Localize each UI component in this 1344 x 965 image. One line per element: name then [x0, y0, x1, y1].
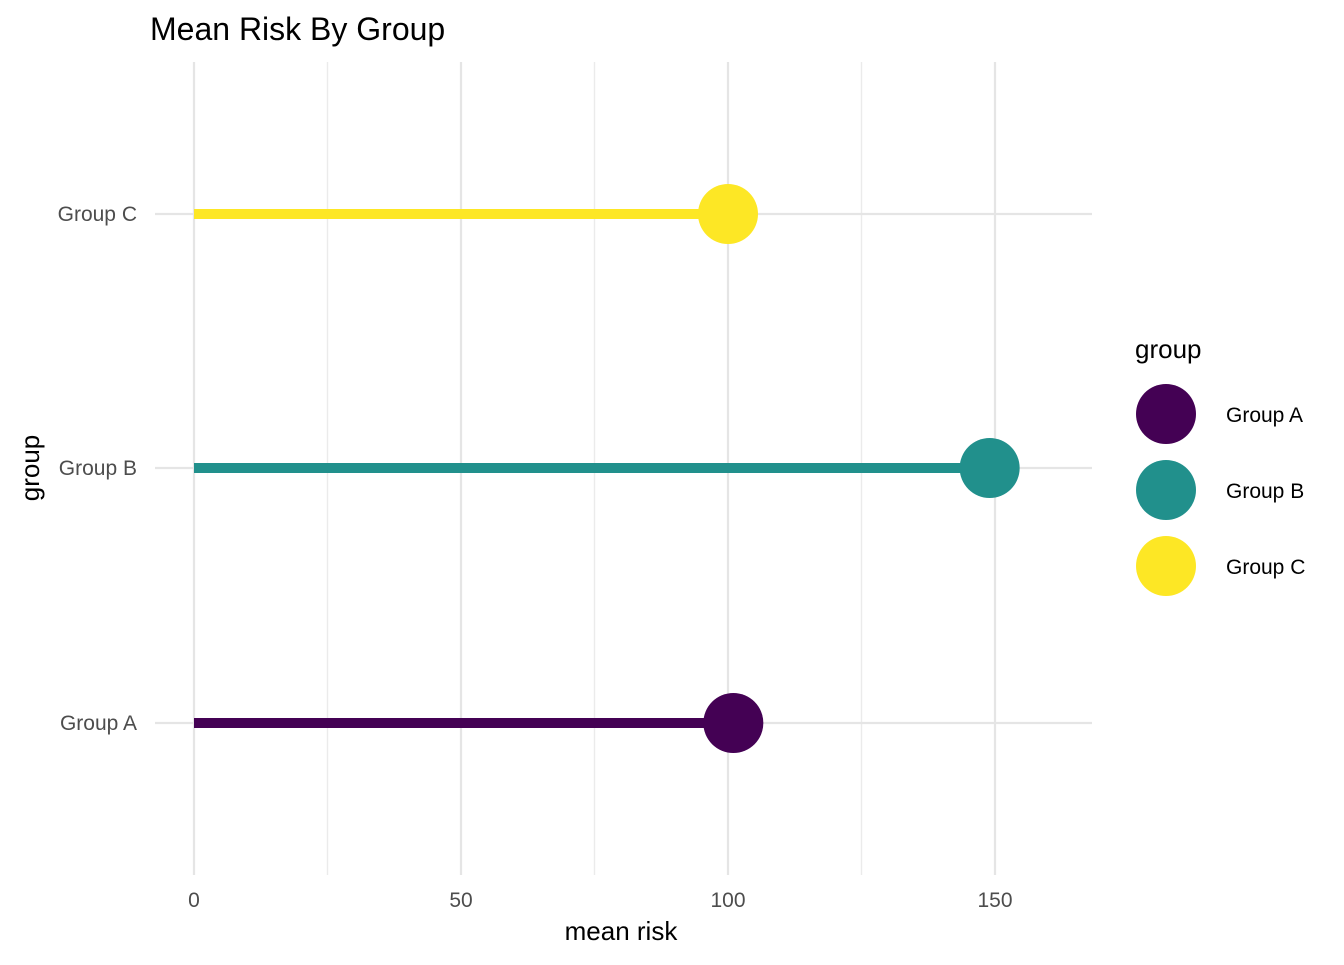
x-tick-label: 0 — [188, 889, 200, 912]
y-tick-label: Group B — [59, 457, 137, 480]
legend-key — [1136, 460, 1196, 520]
legend-label: Group C — [1226, 556, 1305, 579]
legend-label: Group A — [1226, 404, 1303, 427]
x-tick-label: 50 — [449, 889, 472, 912]
y-tick-label: Group C — [58, 203, 137, 226]
chart-title: Mean Risk By Group — [150, 11, 445, 47]
marks-layer — [194, 184, 1020, 753]
legend-title: group — [1135, 334, 1202, 364]
y-axis-title: group — [15, 435, 45, 502]
legend-key — [1136, 536, 1196, 596]
legend-label: Group B — [1226, 480, 1304, 503]
lollipop-point — [698, 184, 758, 244]
y-tick-label: Group A — [60, 712, 137, 735]
lollipop-point — [959, 438, 1020, 498]
legend-key — [1136, 384, 1196, 444]
x-tick-label: 150 — [977, 889, 1012, 912]
axis-layer: 0 50 100 150 Group A Group B Group C — [58, 203, 1013, 912]
x-tick-label: 100 — [710, 889, 745, 912]
legend: Group A Group B Group C — [1136, 384, 1305, 596]
lollipop-point — [703, 693, 764, 753]
x-axis-title: mean risk — [565, 916, 679, 946]
